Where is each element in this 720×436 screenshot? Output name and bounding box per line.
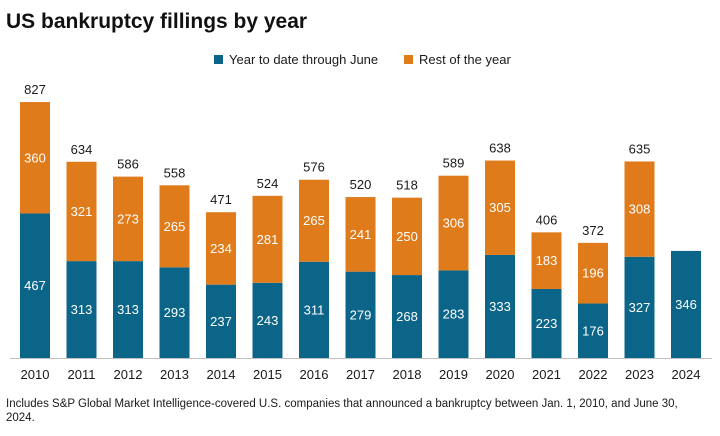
x-tick-2023: 2023 [625,367,654,382]
bar-rest-2022 [578,242,608,304]
bar-rest-2010 [20,102,50,214]
bar-ytd-2022 [578,303,608,358]
x-tick-2012: 2012 [114,367,143,382]
x-tick-2016: 2016 [300,367,329,382]
bar-ytd-2021 [531,288,562,358]
label-ytd-2017: 279 [350,307,372,322]
label-total-2016: 576 [303,160,325,175]
x-tick-2018: 2018 [393,367,422,382]
bar-ytd-2014 [206,284,236,358]
label-ytd-2022: 176 [582,323,604,338]
label-ytd-2015: 243 [257,313,279,328]
x-tick-2022: 2022 [579,367,608,382]
label-rest-2016: 265 [303,213,325,228]
label-rest-2012: 273 [117,211,139,226]
bar-rest-2021 [531,232,562,289]
label-ytd-2018: 268 [396,309,418,324]
label-rest-2018: 250 [396,229,418,244]
bar-ytd-2020 [485,254,515,358]
label-rest-2013: 265 [164,219,186,234]
x-tick-2019: 2019 [439,367,468,382]
chart-footnote: Includes S&P Global Market Intelligence-… [6,398,678,424]
label-total-2021: 406 [536,212,558,227]
label-total-2020: 638 [489,141,511,156]
bar-ytd-2023 [624,256,655,358]
label-total-2023: 635 [629,141,651,156]
label-ytd-2023: 327 [629,300,651,315]
x-tick-2013: 2013 [160,367,189,382]
bar-ytd-2010 [20,213,50,358]
x-tick-2017: 2017 [346,367,375,382]
label-total-2017: 520 [350,177,372,192]
label-total-2018: 518 [396,178,418,193]
legend-swatch-ytd [214,55,223,64]
legend-item-ytd: Year to date through June [214,52,378,67]
bar-ytd-2019 [438,270,469,358]
label-rest-2022: 196 [582,266,604,281]
label-ytd-2024: 346 [675,297,697,312]
label-ytd-2019: 283 [443,307,465,322]
x-tick-2015: 2015 [253,367,282,382]
label-rest-2021: 183 [536,253,558,268]
label-rest-2014: 234 [210,241,232,256]
label-total-2012: 586 [117,157,139,172]
label-ytd-2012: 313 [117,302,139,317]
bar-rest-2016 [299,179,329,262]
label-ytd-2010: 467 [24,278,46,293]
bar-rest-2011 [66,161,97,262]
label-total-2013: 558 [164,165,186,180]
bar-ytd-2024 [671,250,701,358]
chart-legend: Year to date through June Rest of the ye… [0,52,720,70]
label-ytd-2011: 313 [71,302,93,317]
legend-swatch-rest [404,55,413,64]
label-total-2015: 524 [257,176,279,191]
legend-item-rest: Rest of the year [404,52,511,67]
bar-rest-2020 [485,160,515,255]
label-rest-2017: 241 [350,227,372,242]
bar-ytd-2015 [252,282,283,358]
bar-rest-2013 [159,185,190,268]
label-ytd-2021: 223 [536,316,558,331]
chart-title: US bankruptcy fillings by year [6,10,308,33]
bar-ytd-2013 [159,267,190,358]
x-tick-2014: 2014 [207,367,236,382]
label-total-2019: 589 [443,156,465,171]
legend-label-rest: Rest of the year [419,52,511,67]
bar-rest-2019 [438,175,469,271]
label-ytd-2020: 333 [489,299,511,314]
x-tick-2021: 2021 [532,367,561,382]
label-ytd-2016: 311 [304,302,325,317]
bar-ytd-2017 [345,271,376,358]
x-tick-2010: 2010 [21,367,50,382]
legend-label-ytd: Year to date through June [229,52,379,67]
label-total-2014: 471 [210,192,232,207]
bar-rest-2015 [252,195,283,283]
bar-rest-2014 [206,212,236,285]
label-rest-2015: 281 [257,232,279,247]
bar-rest-2023 [624,161,655,257]
label-ytd-2013: 293 [164,305,186,320]
bar-rest-2012 [113,176,143,262]
x-tick-2011: 2011 [68,367,96,382]
bar-rest-2018 [392,197,422,276]
bar-ytd-2011 [66,261,97,358]
label-rest-2020: 305 [489,200,511,215]
bar-ytd-2016 [299,261,329,358]
label-rest-2010: 360 [24,150,46,165]
bar-ytd-2012 [113,261,143,358]
label-ytd-2014: 237 [210,314,232,329]
bar-rest-2017 [345,197,376,272]
label-rest-2023: 308 [629,202,651,217]
label-total-2011: 634 [71,142,93,157]
label-total-2022: 372 [582,223,604,238]
bar-ytd-2018 [392,275,422,358]
label-total-2010: 827 [24,82,46,97]
label-rest-2019: 306 [443,216,465,231]
x-tick-2024: 2024 [672,367,701,382]
label-rest-2011: 321 [71,204,93,219]
x-tick-2020: 2020 [486,367,515,382]
